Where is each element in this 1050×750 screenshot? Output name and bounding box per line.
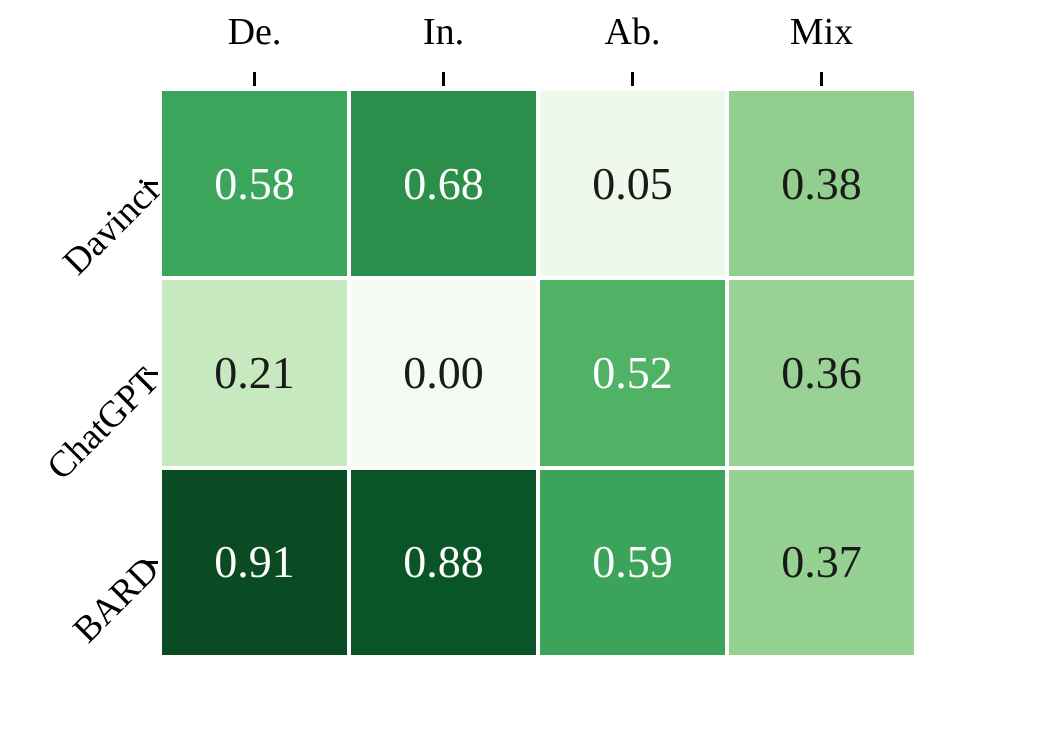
x-tick-mark bbox=[820, 72, 823, 86]
y-tick-mark bbox=[144, 560, 158, 564]
heatmap-cell: 0.37 bbox=[729, 469, 914, 655]
column-label: De. bbox=[227, 11, 282, 53]
column-label: Mix bbox=[789, 11, 854, 53]
x-tick-mark bbox=[253, 72, 256, 86]
cell-value: 0.68 bbox=[403, 157, 484, 209]
heatmap-cell: 0.38 bbox=[729, 91, 914, 277]
y-tick-mark bbox=[144, 371, 158, 375]
heatmap-cell: 0.36 bbox=[729, 280, 914, 466]
row-label: Davinci bbox=[55, 170, 168, 283]
x-tick-mark bbox=[631, 72, 634, 86]
cell-value: 0.38 bbox=[781, 157, 862, 209]
cell-value: 0.58 bbox=[214, 157, 295, 209]
cell-value: 0.36 bbox=[781, 346, 862, 398]
cell-value: 0.21 bbox=[214, 346, 295, 398]
x-tick-mark bbox=[442, 72, 445, 86]
y-tick-mark bbox=[144, 182, 158, 186]
row-label: ChatGPT bbox=[39, 360, 168, 488]
heatmap-cell: 0.91 bbox=[162, 469, 347, 655]
heatmap-cell: 0.59 bbox=[540, 469, 725, 655]
cell-value: 0.37 bbox=[781, 536, 862, 588]
cell-value: 0.00 bbox=[403, 346, 484, 398]
cell-value: 0.59 bbox=[592, 536, 673, 588]
heatmap-cell: 0.00 bbox=[351, 280, 536, 466]
column-label: Ab. bbox=[604, 11, 661, 53]
cell-value: 0.91 bbox=[214, 536, 295, 588]
heatmap-grid: 0.58 0.68 0.05 0.38 0.21 0.00 0.52 0.36 0.91 0.88… bbox=[162, 91, 914, 655]
heatmap-cell: 0.88 bbox=[351, 469, 536, 655]
cell-value: 0.05 bbox=[592, 157, 673, 209]
cell-value: 0.52 bbox=[592, 346, 673, 398]
heatmap-cell: 0.68 bbox=[351, 91, 536, 277]
column-label: In. bbox=[422, 11, 465, 53]
row-label: BARD bbox=[65, 549, 168, 652]
heatmap-cell: 0.58 bbox=[162, 91, 347, 277]
heatmap-cell: 0.21 bbox=[162, 280, 347, 466]
cell-value: 0.88 bbox=[403, 536, 484, 588]
heatmap-cell: 0.05 bbox=[540, 91, 725, 277]
heatmap-cell: 0.52 bbox=[540, 280, 725, 466]
